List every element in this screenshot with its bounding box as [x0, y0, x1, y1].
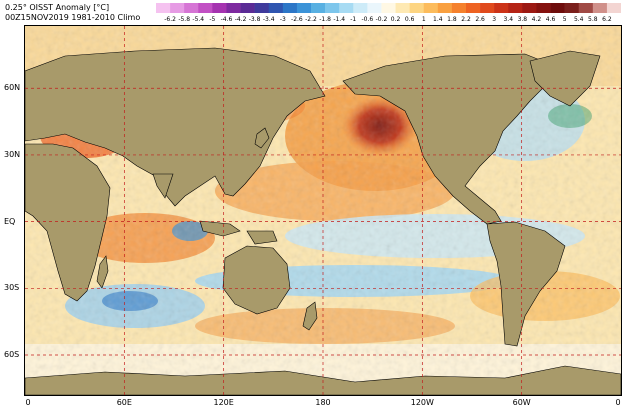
- legend-tick-label: 6.2: [602, 16, 612, 23]
- longitude-label: 0: [615, 398, 621, 407]
- legend-tick-label: 3.8: [518, 16, 528, 23]
- longitude-label: 60W: [512, 398, 531, 407]
- legend-swatch: [423, 3, 439, 13]
- land-eurasia: [25, 47, 326, 207]
- land-indonesia: [199, 220, 241, 237]
- legend-swatch: [508, 3, 523, 13]
- legend-swatch: [466, 3, 481, 13]
- legend-swatch: [550, 3, 565, 13]
- latitude-label: 60S: [4, 349, 20, 359]
- legend-tick-label: -5.8: [178, 16, 190, 23]
- legend-swatch: [254, 3, 270, 13]
- legend-swatch: [367, 3, 382, 13]
- longitude-label: 180: [315, 398, 331, 407]
- legend-tick-label: -6.2: [164, 16, 176, 23]
- legend-swatch: [240, 3, 255, 13]
- legend-tick-label: -2.2: [305, 16, 317, 23]
- longitude-label: 0: [25, 398, 31, 407]
- legend-tick-label: -4.2: [235, 16, 247, 23]
- legend-swatch: [564, 3, 580, 13]
- legend-tick-label: -5: [209, 16, 215, 23]
- land-japan: [254, 127, 270, 149]
- longitude-label: 120E: [213, 398, 234, 407]
- legend-tick-label: -3.8: [249, 16, 261, 23]
- latitude-label: 30S: [4, 283, 20, 293]
- legend-swatch: [480, 3, 495, 13]
- legend-swatch: [578, 3, 594, 13]
- legend-swatch: [296, 3, 312, 13]
- legend-swatch: [170, 3, 185, 13]
- longitude-label: 120W: [410, 398, 434, 407]
- map-panel: [24, 25, 622, 396]
- color-legend: -6.2 -5.8 -5.4 -5 -4.6 -4.2 -3.8 -3.4 -3 -2.6 -2.2…: [156, 3, 621, 23]
- legend-tick-label: 5.4: [574, 16, 584, 23]
- legend-swatch: [226, 3, 241, 13]
- sst-anomaly-map: [25, 26, 621, 395]
- legend-swatch: [395, 3, 410, 13]
- latitude-label: 30N: [4, 149, 21, 159]
- graticule: [25, 26, 621, 395]
- latitude-label: 60N: [4, 83, 21, 93]
- legend-swatch: [198, 3, 213, 13]
- land-south-america: [486, 221, 566, 347]
- land-new-zealand: [302, 301, 318, 331]
- legend-tick-label: -1.8: [319, 16, 331, 23]
- legend-tick-label: 1.8: [447, 16, 457, 23]
- legend-tick-label: -5.4: [192, 16, 204, 23]
- land-madagascar: [96, 255, 109, 289]
- legend-swatch: [268, 3, 284, 13]
- map-subtitle: 00Z15NOV2019 1981-2010 Climo: [5, 13, 141, 22]
- legend-tick-label: -3: [280, 16, 286, 23]
- legend-swatch: [437, 3, 453, 13]
- legend-tick-label: 2.6: [475, 16, 485, 23]
- legend-swatch: [325, 3, 340, 13]
- legend-swatch: [353, 3, 368, 13]
- legend-tick-label: 5.8: [588, 16, 598, 23]
- legend-swatch: [381, 3, 396, 13]
- legend-swatch: [311, 3, 326, 13]
- legend-swatch: [606, 3, 621, 13]
- legend-tick-label: 5: [563, 16, 567, 23]
- legend-tick-label: -1: [350, 16, 356, 23]
- legend-tick-label: -4.6: [221, 16, 233, 23]
- legend-tick-label: 1.4: [433, 16, 443, 23]
- legend-tick-label: -0.2: [376, 16, 388, 23]
- land-india: [152, 173, 174, 199]
- legend-swatch: [451, 3, 467, 13]
- map-title: 0.25° OISST Anomaly [°C]: [5, 3, 110, 12]
- longitude-label: 60E: [116, 398, 132, 407]
- legend-tick-label: 4.2: [532, 16, 542, 23]
- land-australia: [222, 245, 291, 315]
- legend-tick-label: 0.6: [405, 16, 415, 23]
- latitude-label: EQ: [4, 216, 16, 226]
- legend-swatch: [339, 3, 354, 13]
- legend-swatch: [156, 3, 171, 13]
- legend-tick-label: 0.2: [391, 16, 401, 23]
- legend-tick-label: -2.6: [291, 16, 303, 23]
- legend-tick-label: 3.4: [503, 16, 513, 23]
- land-new-guinea: [246, 230, 278, 245]
- land-africa: [25, 143, 111, 302]
- legend-swatch: [522, 3, 537, 13]
- legend-swatch: [409, 3, 425, 13]
- legend-swatch: [536, 3, 551, 13]
- legend-tick-label: -0.6: [362, 16, 374, 23]
- legend-tick-label: 4.6: [546, 16, 556, 23]
- legend-swatch: [184, 3, 199, 13]
- legend-swatch: [212, 3, 227, 13]
- legend-swatch: [282, 3, 298, 13]
- legend-swatch: [592, 3, 608, 13]
- legend-tick-label: 1: [422, 16, 426, 23]
- legend-swatch: [494, 3, 509, 13]
- legend-tick-label: -3.4: [263, 16, 275, 23]
- legend-tick-label: -1.4: [333, 16, 345, 23]
- legend-tick-label: 3: [492, 16, 496, 23]
- land-greenland: [529, 50, 601, 107]
- legend-tick-label: 2.2: [461, 16, 471, 23]
